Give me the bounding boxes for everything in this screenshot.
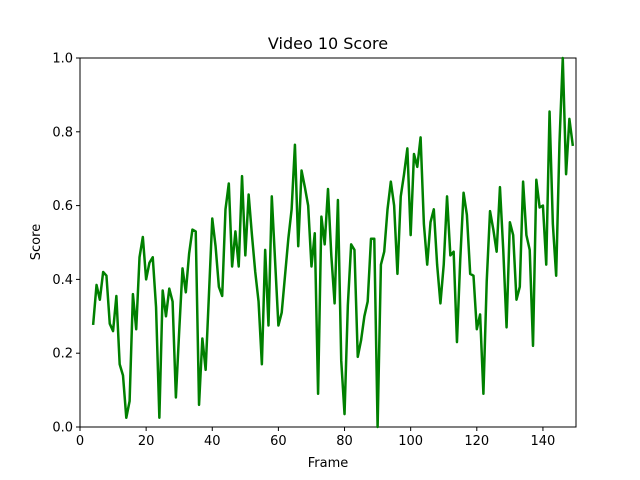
x-tick-label: 0 xyxy=(76,434,84,449)
plot-area-frame xyxy=(79,57,577,428)
x-tick-label: 40 xyxy=(204,434,221,449)
chart-title: Video 10 Score xyxy=(268,34,388,53)
series-layer xyxy=(91,56,575,429)
y-tick-label: 0.2 xyxy=(52,347,73,362)
y-tick-label: 0.8 xyxy=(52,125,73,140)
x-tick-label: 60 xyxy=(270,434,287,449)
x-tick-label: 120 xyxy=(464,434,489,449)
x-tick-label: 100 xyxy=(398,434,423,449)
x-tick-label: 80 xyxy=(336,434,353,449)
x-axis-ticks: 0 20 40 60 80 100 120 140 xyxy=(76,427,555,449)
x-tick-label: 20 xyxy=(138,434,155,449)
y-tick-label: 1.0 xyxy=(52,52,73,67)
y-axis-label: Score xyxy=(29,224,44,260)
series-line xyxy=(91,56,575,429)
y-tick-label: 0.0 xyxy=(52,421,73,436)
y-axis-ticks: 0.0 0.2 0.4 0.6 0.8 1.0 xyxy=(52,52,80,436)
y-tick-label: 0.4 xyxy=(52,273,73,288)
x-tick-label: 140 xyxy=(531,434,556,449)
x-axis-label: Frame xyxy=(308,456,349,471)
y-tick-label: 0.6 xyxy=(52,199,73,214)
